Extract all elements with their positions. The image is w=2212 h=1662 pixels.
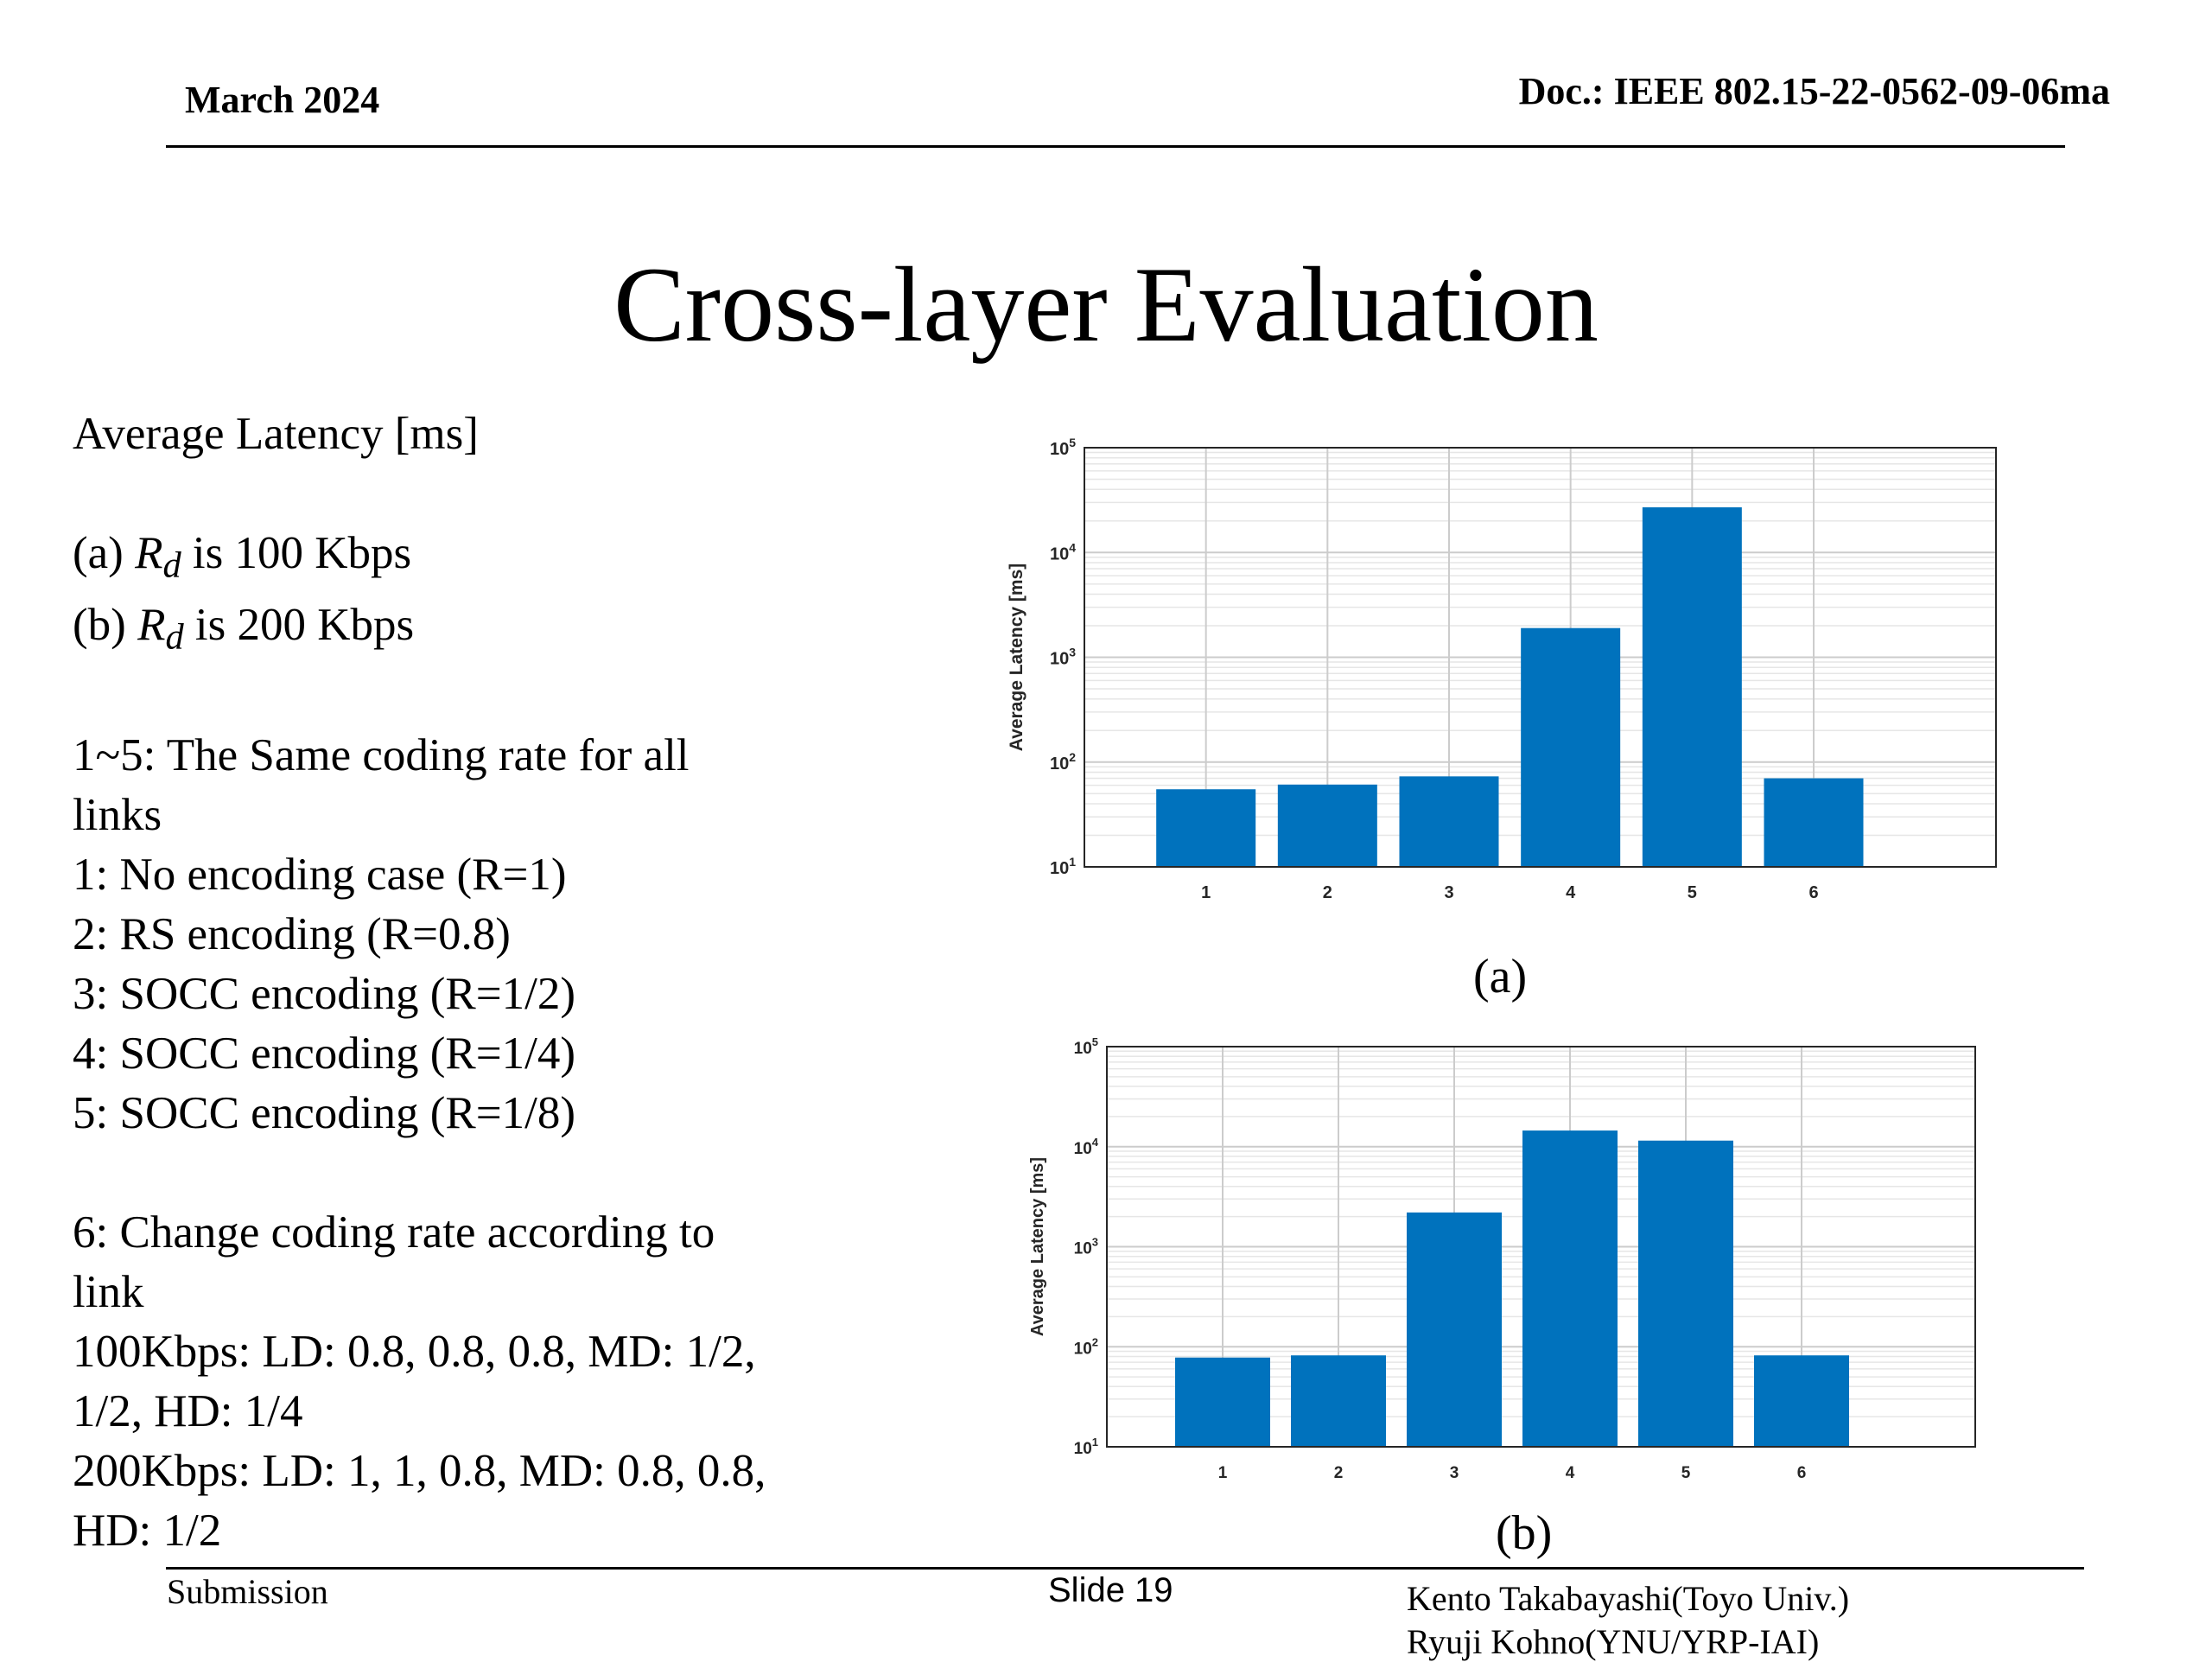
chart-a-x-tick-label: 5: [1688, 883, 1697, 902]
footer-author: Ryuji Kohno(YNU/YRP-IAI): [1407, 1622, 1820, 1661]
rate-symbol: Rd: [137, 599, 184, 658]
chart-a-bar-1: [1156, 789, 1256, 867]
chart-b-bar-2: [1291, 1355, 1386, 1447]
chart-b-axes-frame: [1106, 1046, 1976, 1448]
chart-b-y-tick-label: 101: [1074, 1436, 1098, 1458]
footer-slide-number: Slide 19: [1048, 1571, 1173, 1609]
slide-title: Cross-layer Evaluation: [613, 245, 1599, 364]
chart-b-y-tick-label: 105: [1074, 1035, 1098, 1058]
adaptive-rate-line: 1/2, HD: 1/4: [73, 1386, 303, 1437]
chart-a-y-tick-label: 101: [1050, 855, 1076, 878]
chart-a-bar-5: [1642, 506, 1742, 867]
header-rule: [166, 145, 2065, 148]
chart-b-y-tick-label: 103: [1074, 1236, 1098, 1258]
chart-b-x-tick-label: 1: [1218, 1464, 1228, 1482]
chart-a-y-tick-label: 102: [1050, 750, 1076, 774]
header-date: March 2024: [185, 79, 380, 121]
chart-a-y-axis-label: Average Latency [ms]: [1007, 564, 1027, 751]
chart-b-bar-6: [1754, 1355, 1849, 1447]
chart-a-x-tick-label: 1: [1201, 883, 1211, 902]
chart-a-axes-frame: [1084, 447, 1997, 868]
chart-a-x-tick-label: 2: [1323, 883, 1332, 902]
case-b-line: (b) Rd is 200 Kbps: [73, 599, 415, 658]
case-a-line: (a) Rd is 100 Kbps: [73, 528, 412, 586]
header-doc-id: Doc.: IEEE 802.15-22-0562-09-06ma: [1518, 70, 2110, 112]
same-rate-line: 1~5: The Same coding rate for all: [73, 730, 690, 781]
chart-b-x-tick-label: 3: [1450, 1464, 1459, 1482]
chart-b-x-tick-label: 2: [1334, 1464, 1344, 1482]
same-rate-line: links: [73, 790, 162, 841]
chart-a-x-tick-label: 6: [1808, 883, 1818, 902]
chart-b-y-tick-label: 104: [1074, 1136, 1099, 1158]
rate-symbol: Rd: [135, 528, 181, 586]
same-rate-line: 5: SOCC encoding (R=1/8): [73, 1088, 575, 1139]
chart-a-bar-4: [1521, 627, 1621, 867]
chart-a-bar-2: [1277, 784, 1377, 867]
chart-b-y-axis-label: Average Latency [ms]: [1028, 1157, 1047, 1336]
adaptive-rate-line: 100Kbps: LD: 0.8, 0.8, 0.8, MD: 1/2,: [73, 1327, 756, 1378]
chart-a-bar-6: [1764, 778, 1864, 867]
same-rate-line: 3: SOCC encoding (R=1/2): [73, 969, 575, 1020]
chart-a-caption: (a): [1473, 950, 1528, 1003]
chart-b-x-tick-label: 6: [1797, 1464, 1807, 1482]
chart-b-bar-3: [1407, 1212, 1502, 1447]
chart-a-y-tick-label: 103: [1050, 646, 1076, 669]
chart-b-caption: (b): [1496, 1506, 1553, 1560]
chart-a-bar-3: [1399, 776, 1499, 867]
chart-b-y-tick-label: 102: [1074, 1335, 1098, 1358]
same-rate-line: 1: No encoding case (R=1): [73, 850, 567, 901]
chart-b-bar-5: [1638, 1140, 1733, 1447]
chart-b-x-tick-label: 4: [1566, 1464, 1575, 1482]
footer-submission: Submission: [167, 1572, 328, 1611]
chart-b-bar-4: [1522, 1130, 1618, 1447]
same-rate-line: 4: SOCC encoding (R=1/4): [73, 1028, 575, 1079]
chart-a-x-tick-label: 4: [1566, 883, 1576, 902]
chart-b-x-tick-label: 5: [1681, 1464, 1691, 1482]
chart-a-y-tick-label: 105: [1050, 436, 1076, 459]
adaptive-rate-line: 200Kbps: LD: 1, 1, 0.8, MD: 0.8, 0.8,: [73, 1446, 766, 1497]
adaptive-rate-line: HD: 1/2: [73, 1506, 222, 1557]
same-rate-line: 2: RS encoding (R=0.8): [73, 909, 511, 960]
chart-a-y-tick-label: 104: [1050, 540, 1076, 564]
footer-author: Kento Takabayashi(Toyo Univ.): [1407, 1579, 1850, 1618]
chart-b-bar-1: [1175, 1357, 1270, 1447]
left-text-column: Average Latency [ms] (a) Rd is 100 Kbps …: [73, 404, 885, 1561]
latency-heading: Average Latency [ms]: [73, 409, 479, 459]
footer-rule: [166, 1567, 2084, 1570]
chart-a-x-tick-label: 3: [1444, 883, 1453, 902]
adaptive-rate-line: link: [73, 1267, 144, 1318]
adaptive-rate-line: 6: Change coding rate according to: [73, 1207, 715, 1258]
